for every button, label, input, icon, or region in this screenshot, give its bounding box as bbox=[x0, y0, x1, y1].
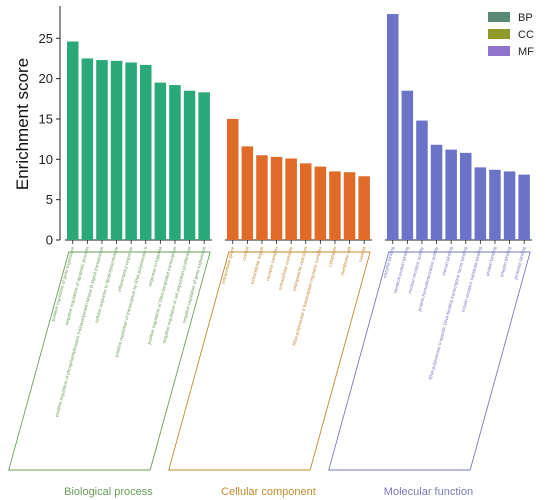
x-category-label: positive regulation of transcription by … bbox=[114, 246, 148, 358]
legend-label: BP bbox=[518, 12, 533, 24]
bar bbox=[183, 90, 196, 240]
group-brackets: Biological process Cellular component Mole… bbox=[8, 251, 531, 498]
x-category-label: receptor complex bbox=[265, 245, 279, 281]
bar bbox=[256, 155, 268, 240]
bar bbox=[489, 169, 501, 240]
group-label: Biological process bbox=[64, 486, 153, 498]
x-category-label: positive regulation of DNA-templated tra… bbox=[146, 246, 177, 345]
bar bbox=[430, 144, 443, 240]
bars bbox=[67, 14, 530, 241]
category-labels: positive regulation of gene expressionne… bbox=[50, 245, 526, 417]
y-tick-label: 15 bbox=[39, 111, 53, 126]
x-category-label: nuclear receptor activity bbox=[407, 245, 425, 294]
x-category-label: endoplasmic reticulum bbox=[292, 246, 309, 292]
x-category-label: negative regulation of cell population p… bbox=[161, 246, 192, 344]
legend-label: MF bbox=[518, 46, 534, 58]
x-category-label: extracellular space bbox=[220, 246, 235, 285]
bar bbox=[387, 14, 399, 240]
legend-swatch bbox=[488, 29, 510, 39]
bar bbox=[358, 176, 370, 240]
bar bbox=[416, 120, 428, 240]
bar bbox=[329, 171, 341, 240]
bar bbox=[154, 82, 167, 240]
bar bbox=[401, 90, 414, 240]
bar bbox=[314, 166, 327, 240]
legend-swatch bbox=[488, 12, 510, 22]
x-category-label: cytoplasm bbox=[327, 246, 337, 267]
x-category-label: protein binding bbox=[485, 246, 498, 277]
bar bbox=[125, 62, 137, 240]
bar bbox=[445, 149, 457, 240]
bar bbox=[169, 85, 181, 240]
bar bbox=[270, 156, 283, 240]
bar bbox=[300, 163, 312, 240]
bar bbox=[67, 41, 79, 240]
group-label: Cellular component bbox=[221, 486, 316, 498]
bar bbox=[198, 92, 210, 241]
x-category-label: protease binding bbox=[513, 246, 527, 281]
x-category-label: integrin binding bbox=[499, 246, 512, 278]
bar bbox=[110, 60, 123, 241]
x-category-label: cytosol bbox=[241, 246, 250, 261]
x-category-label: membrane raft bbox=[339, 245, 352, 276]
x-category-label: identical protein binding bbox=[392, 246, 409, 294]
bar bbox=[343, 172, 356, 240]
y-axis-label: Enrichment score bbox=[13, 58, 32, 190]
y-tick-label: 0 bbox=[46, 233, 53, 248]
bar bbox=[503, 171, 516, 240]
group-bracket bbox=[328, 251, 531, 471]
legend-swatch bbox=[488, 46, 510, 56]
x-category-label: inflammatory response bbox=[117, 246, 134, 293]
y-tick-label: 5 bbox=[46, 192, 53, 207]
group-bracket bbox=[8, 251, 211, 471]
x-category-label: RNA polymerase II transcription regulato… bbox=[291, 245, 323, 346]
bar bbox=[96, 60, 108, 240]
bar bbox=[460, 152, 472, 240]
x-category-label: enzyme binding bbox=[382, 246, 395, 279]
y-tick-label: 10 bbox=[39, 152, 53, 167]
x-category-label: caveola bbox=[358, 246, 367, 263]
bar bbox=[474, 167, 487, 240]
bar bbox=[140, 64, 152, 241]
bar bbox=[81, 58, 94, 241]
y-tick-label: 20 bbox=[39, 71, 53, 86]
legend-label: CC bbox=[518, 29, 534, 41]
bar bbox=[241, 146, 254, 240]
bar bbox=[285, 158, 297, 240]
legend: BP CC MF bbox=[488, 12, 534, 58]
x-category-label: extracellular region bbox=[250, 246, 265, 285]
group-label: Molecular function bbox=[384, 486, 473, 498]
y-tick-label: 25 bbox=[39, 31, 53, 46]
group-bracket bbox=[168, 251, 371, 471]
x-category-label: steroid binding bbox=[441, 246, 454, 277]
bar bbox=[518, 174, 530, 240]
bar bbox=[227, 118, 239, 240]
